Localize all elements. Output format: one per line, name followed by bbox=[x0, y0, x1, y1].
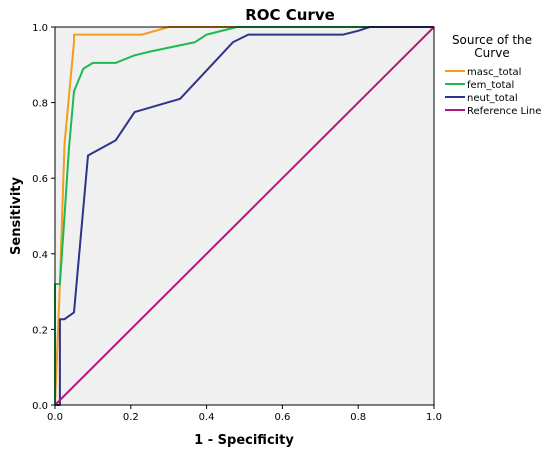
legend-title-line-1: Source of the bbox=[452, 33, 532, 47]
legend-label: fem_total bbox=[467, 80, 514, 91]
legend-label: masc_total bbox=[467, 67, 521, 78]
legend: Source of the Curve masc_total fem_totaln… bbox=[445, 33, 541, 117]
chart-title: ROC Curve bbox=[245, 6, 335, 24]
x-tick-label: 0.8 bbox=[350, 412, 366, 423]
axes bbox=[54, 26, 435, 406]
y-tick-label: 0.8 bbox=[32, 99, 48, 110]
x-axis-label: 1 - Specificity bbox=[194, 433, 294, 448]
legend-label: Reference Line bbox=[467, 106, 541, 117]
series-line-fem-total bbox=[54, 26, 434, 405]
y-tick-label: 0.0 bbox=[32, 401, 48, 412]
y-tick-label: 0.2 bbox=[32, 325, 48, 336]
x-tick-label: 0.6 bbox=[274, 412, 290, 423]
series-lines bbox=[54, 26, 435, 406]
axis-ticks: 0.0 0.2 0.4 0.6 0.8 1.0 0.0 0.2 0.4 0.6 0.8 1.0 bbox=[32, 23, 442, 423]
legend-items: masc_total fem_total neut_total Reference L… bbox=[445, 67, 541, 117]
y-tick-label: 0.6 bbox=[32, 174, 48, 185]
x-tick-label: 0.0 bbox=[47, 412, 63, 423]
series-line-neut-total bbox=[55, 26, 434, 406]
legend-label: neut_total bbox=[467, 93, 518, 104]
x-tick-label: 0.4 bbox=[199, 412, 215, 423]
y-axis-label: Sensitivity bbox=[9, 177, 24, 255]
series-line-reference-line bbox=[54, 26, 435, 406]
x-tick-label: 0.2 bbox=[123, 412, 139, 423]
plot-frame bbox=[54, 26, 435, 406]
y-tick-label: 0.4 bbox=[32, 250, 48, 261]
x-tick-label: 1.0 bbox=[426, 412, 442, 423]
y-tick-label: 1.0 bbox=[32, 23, 48, 34]
legend-title-line-2: Curve bbox=[474, 46, 509, 60]
